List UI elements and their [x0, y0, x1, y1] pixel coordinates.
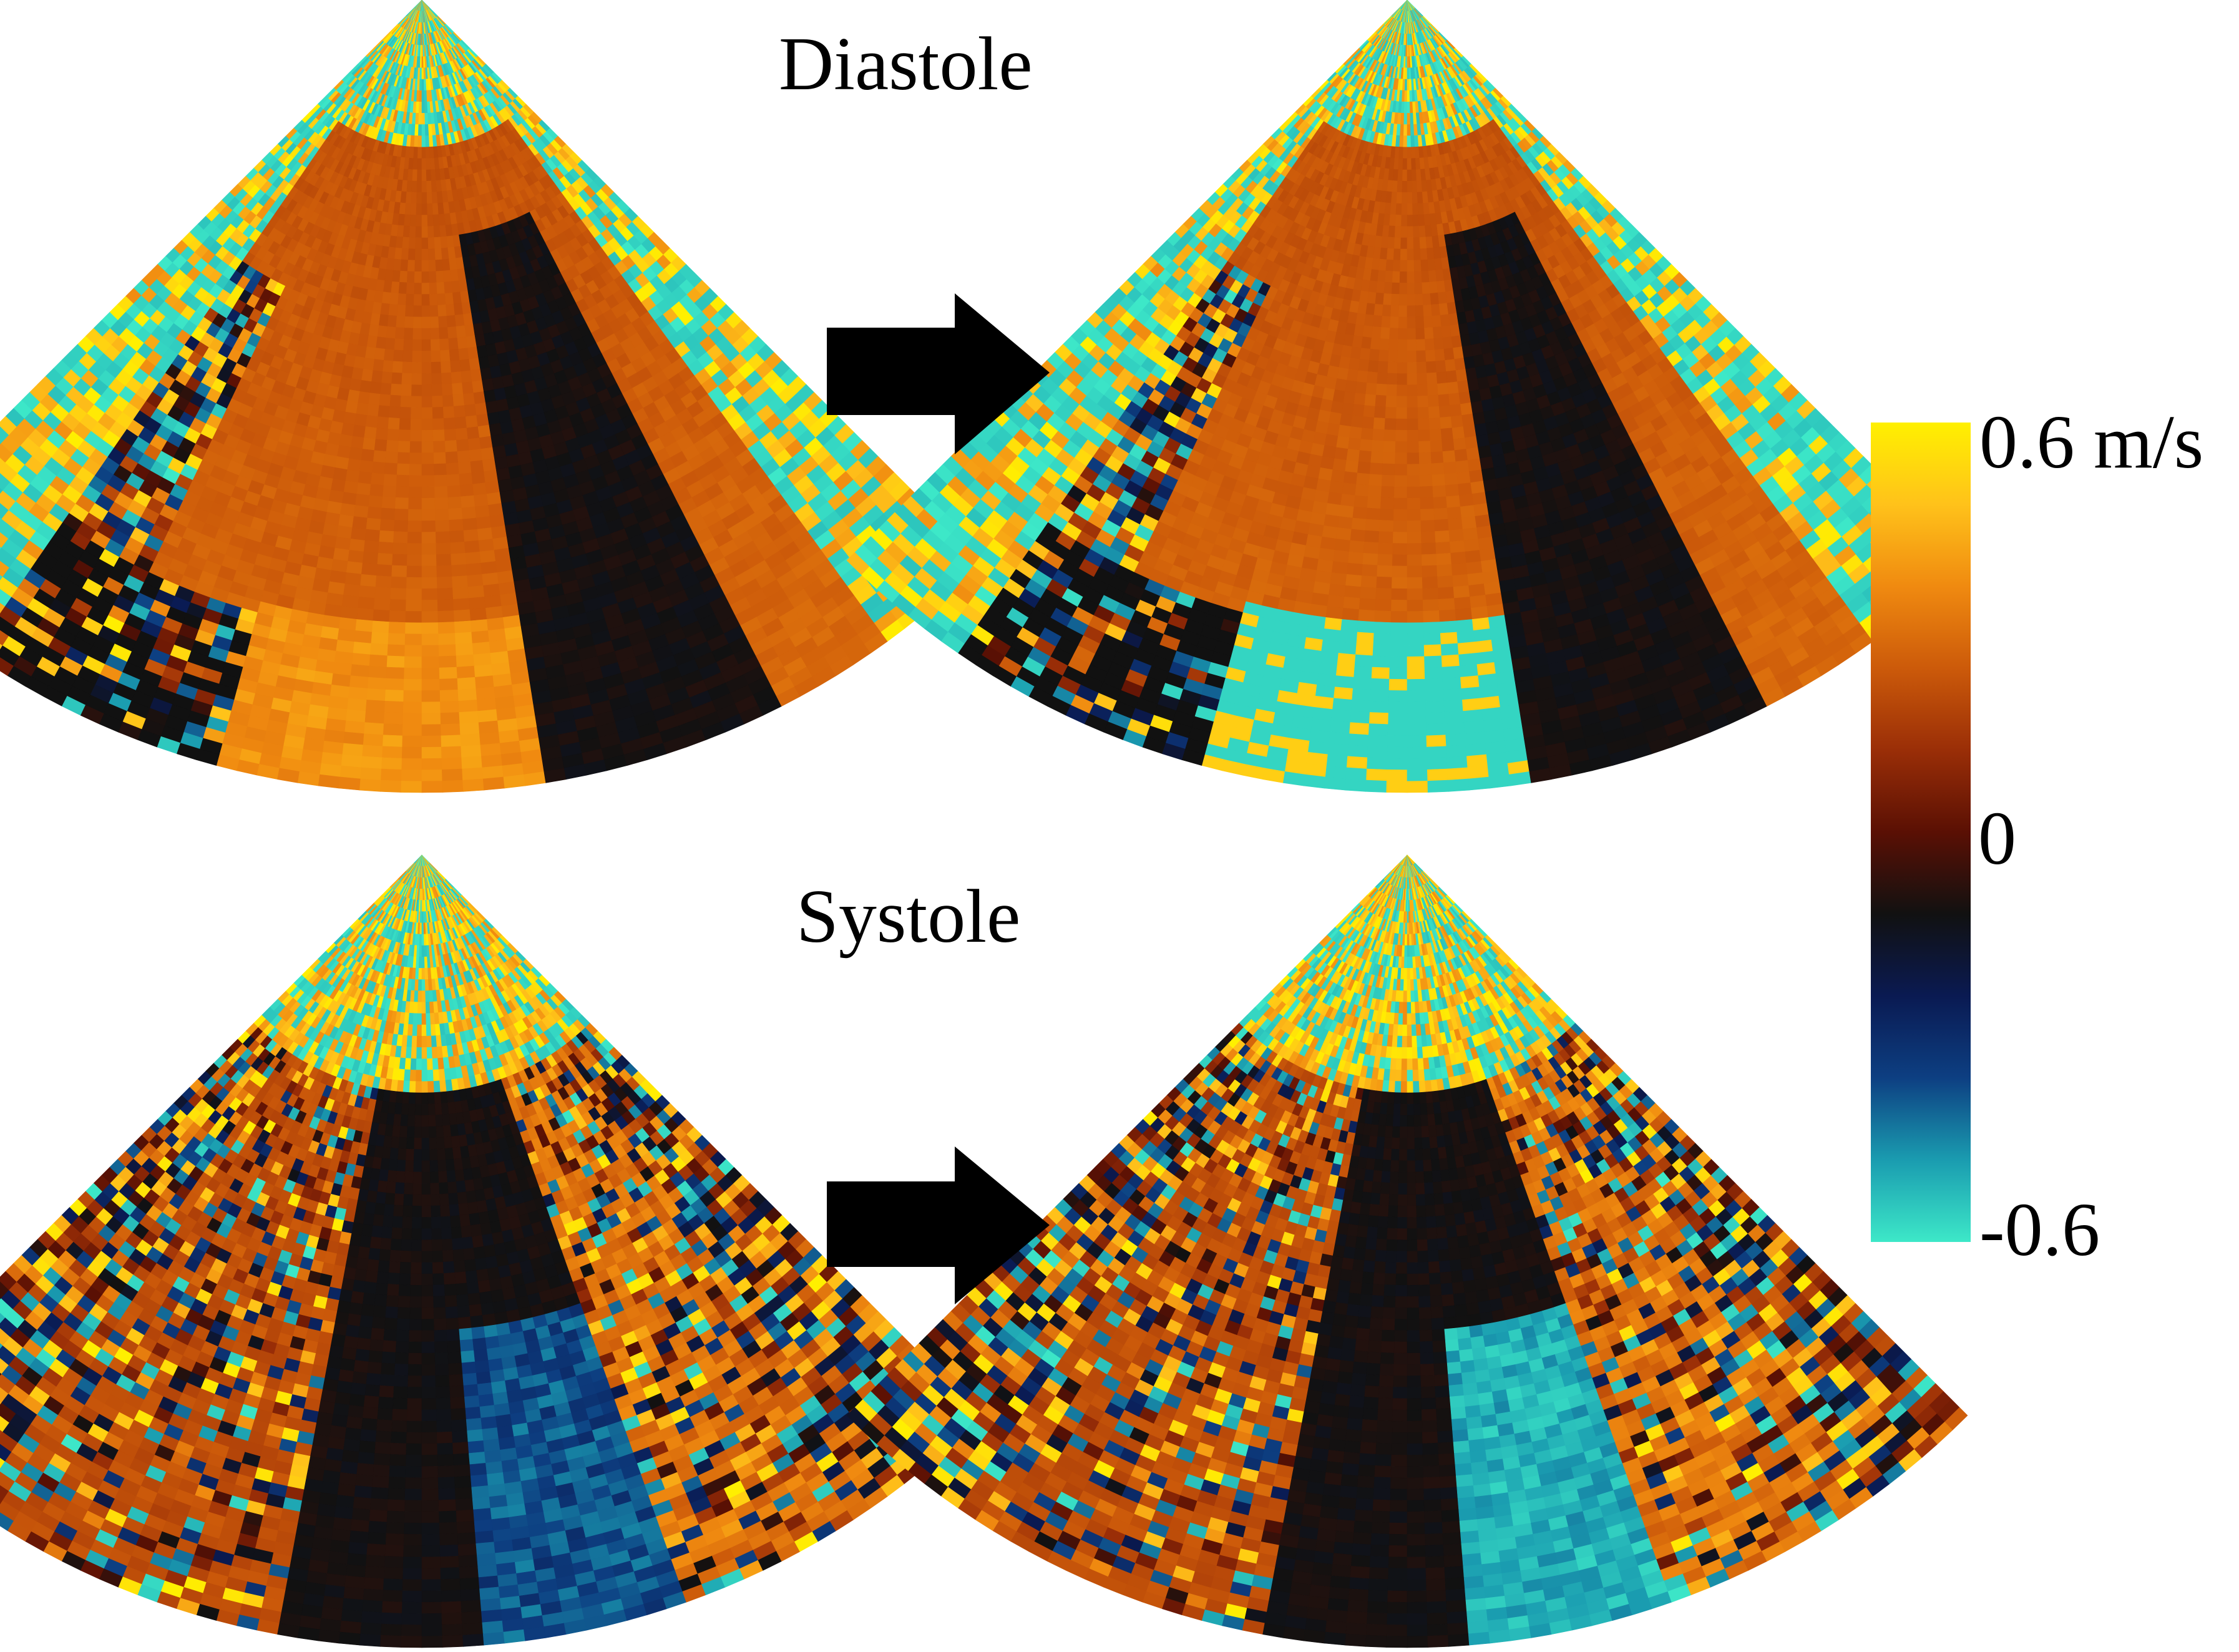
colorbar-zero-label: 0	[1978, 801, 2016, 877]
colorbar-max-label: 0.6 m/s	[1979, 404, 2203, 481]
systole-title: Systole	[796, 879, 1020, 955]
colorbar	[1871, 423, 1971, 1242]
colorbar-min-label: -0.6	[1979, 1192, 2100, 1268]
diastole-title: Diastole	[779, 26, 1033, 102]
